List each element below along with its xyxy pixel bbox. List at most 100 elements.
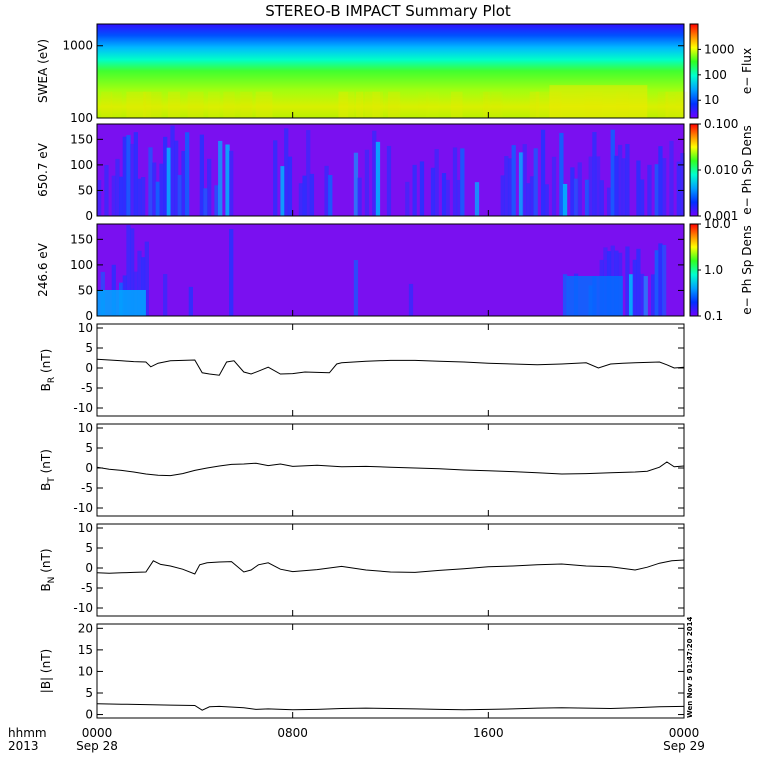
pad-spectrogram-streak xyxy=(419,161,425,216)
pad-spectrogram-streak xyxy=(540,129,546,216)
pad-spectrogram-streak xyxy=(456,179,461,216)
swea-flux-patch xyxy=(450,91,463,118)
pad-spectrogram-streak xyxy=(375,141,381,216)
pad-spectrogram-streak xyxy=(507,158,513,216)
pad-spectrogram-streak xyxy=(650,274,656,316)
y-tick-label: 50 xyxy=(78,183,93,197)
colorbar-tick-label: 0.100 xyxy=(704,117,738,131)
pad-spectrogram-streak xyxy=(544,184,549,216)
colorbar-tick-label: 0.1 xyxy=(704,309,723,323)
swea-flux-patch xyxy=(143,91,163,118)
pad-spectrogram-streak xyxy=(225,144,230,216)
pad-spectrogram-streak xyxy=(144,241,149,316)
pad-spectrogram-streak xyxy=(639,273,645,316)
panel-frame xyxy=(96,423,685,517)
pad-spectrogram-streak xyxy=(412,164,417,216)
pad-spectrogram-streak xyxy=(599,180,604,216)
colorbar-tick-label: 10.0 xyxy=(704,217,731,231)
series-line xyxy=(96,559,685,575)
y-tick-label: -5 xyxy=(81,481,93,495)
colorbar-tick-label: 0.001 xyxy=(704,209,738,223)
pad-spectrogram-streak xyxy=(617,144,623,216)
swea-flux-patch xyxy=(126,91,146,118)
pad-spectrogram-streak xyxy=(181,150,186,216)
pad-spectrogram-streak xyxy=(111,175,116,216)
pad-spectrogram-streak xyxy=(680,153,685,216)
swea-flux-patch xyxy=(384,91,399,118)
y-tick-label: 5 xyxy=(85,686,93,700)
x-tick-label: 0800 xyxy=(277,726,308,740)
swea-flux-patch xyxy=(549,85,648,118)
colorbar-tick-label: 100 xyxy=(704,68,727,82)
panel-frame xyxy=(96,123,685,217)
swea-flux-patch xyxy=(372,91,381,118)
y-tick-label: 20 xyxy=(78,621,93,635)
line-panel-3: -10 -5 0 5 10 BN (nT) xyxy=(39,521,685,617)
pad-spectrogram-patch xyxy=(566,276,623,316)
y-axis-label: 650.7 eV xyxy=(36,142,50,197)
line-panels: -10 -5 0 5 10 BR (nT) -10 -5 0 5 10 BT (nT) -10 -5 0 5 1… xyxy=(39,321,685,722)
pad-spectrogram-streak xyxy=(639,179,645,216)
spectrogram-panel-3: 0 50 100 150 246.6 eV 0.1 1.0 10.0 e− Ph Sp Dens xyxy=(36,217,754,323)
pad-spectrogram-streak xyxy=(218,140,223,216)
pad-spectrogram-streak xyxy=(309,173,315,216)
pad-spectrogram-streak xyxy=(445,179,450,216)
swea-flux-patch xyxy=(223,91,235,118)
swea-flux-patch xyxy=(388,91,401,118)
pad-spectrogram-streak xyxy=(577,162,582,216)
y-tick-label: 100 xyxy=(70,111,93,125)
pad-spectrogram-streak xyxy=(126,225,131,316)
pad-spectrogram-streak xyxy=(214,185,219,216)
pad-spectrogram-streak xyxy=(632,259,637,316)
pad-spectrogram-streak xyxy=(474,182,480,216)
swea-flux-patch xyxy=(491,91,502,118)
pad-spectrogram-streak xyxy=(148,147,153,216)
colorbar xyxy=(689,223,699,317)
swea-flux-patch xyxy=(208,91,220,118)
pad-spectrogram-patch xyxy=(97,290,146,316)
pad-spectrogram-streak xyxy=(177,174,182,216)
pad-spectrogram-streak xyxy=(636,248,641,316)
pad-spectrogram-streak xyxy=(573,178,579,216)
pad-spectrogram-streak xyxy=(628,274,634,316)
series-line xyxy=(96,358,685,376)
y-tick-label: 150 xyxy=(70,132,93,146)
pad-spectrogram-streak xyxy=(526,183,531,216)
pad-spectrogram-streak xyxy=(328,175,333,216)
y-tick-label: 0 xyxy=(85,561,93,575)
pad-spectrogram-streak xyxy=(430,167,436,216)
y-tick-label: 150 xyxy=(70,232,93,246)
y-tick-label: 5 xyxy=(85,341,93,355)
panel-frame xyxy=(96,323,685,417)
swea-flux-patch xyxy=(529,91,540,118)
swea-flux-patch xyxy=(255,91,273,118)
x-tick-label: 0000 xyxy=(82,726,113,740)
y-tick-label: 10 xyxy=(78,664,93,678)
pad-spectrogram-streak xyxy=(174,140,179,216)
line-panel-1: -10 -5 0 5 10 BR (nT) xyxy=(39,321,685,417)
colorbar-tick-label: 10 xyxy=(704,93,719,107)
pad-spectrogram-streak xyxy=(203,188,208,216)
pad-spectrogram-streak xyxy=(298,183,304,216)
pad-spectrogram-streak xyxy=(518,152,524,216)
pad-spectrogram-streak xyxy=(511,145,516,216)
pad-spectrogram-streak xyxy=(97,180,102,216)
y-tick-label: 0 xyxy=(85,461,93,475)
y-tick-label: -5 xyxy=(81,381,93,395)
colorbar-tick-label: 0.010 xyxy=(704,163,738,177)
pad-spectrogram-streak xyxy=(562,183,568,216)
swea-flux-patch xyxy=(480,91,489,118)
y-tick-label: -5 xyxy=(81,581,93,595)
pad-spectrogram-streak xyxy=(606,187,612,216)
colorbar-tick-label: 1.0 xyxy=(704,263,723,277)
pad-spectrogram-streak xyxy=(625,246,630,316)
series-line xyxy=(96,461,685,477)
pad-spectrogram-streak xyxy=(185,132,190,216)
pad-spectrogram-streak xyxy=(522,144,527,216)
series-line xyxy=(96,703,685,711)
pad-spectrogram-streak xyxy=(562,274,568,316)
x-year-label: 2013 xyxy=(8,739,39,753)
pad-spectrogram-streak xyxy=(163,274,168,316)
pad-spectrogram-streak xyxy=(551,156,557,216)
